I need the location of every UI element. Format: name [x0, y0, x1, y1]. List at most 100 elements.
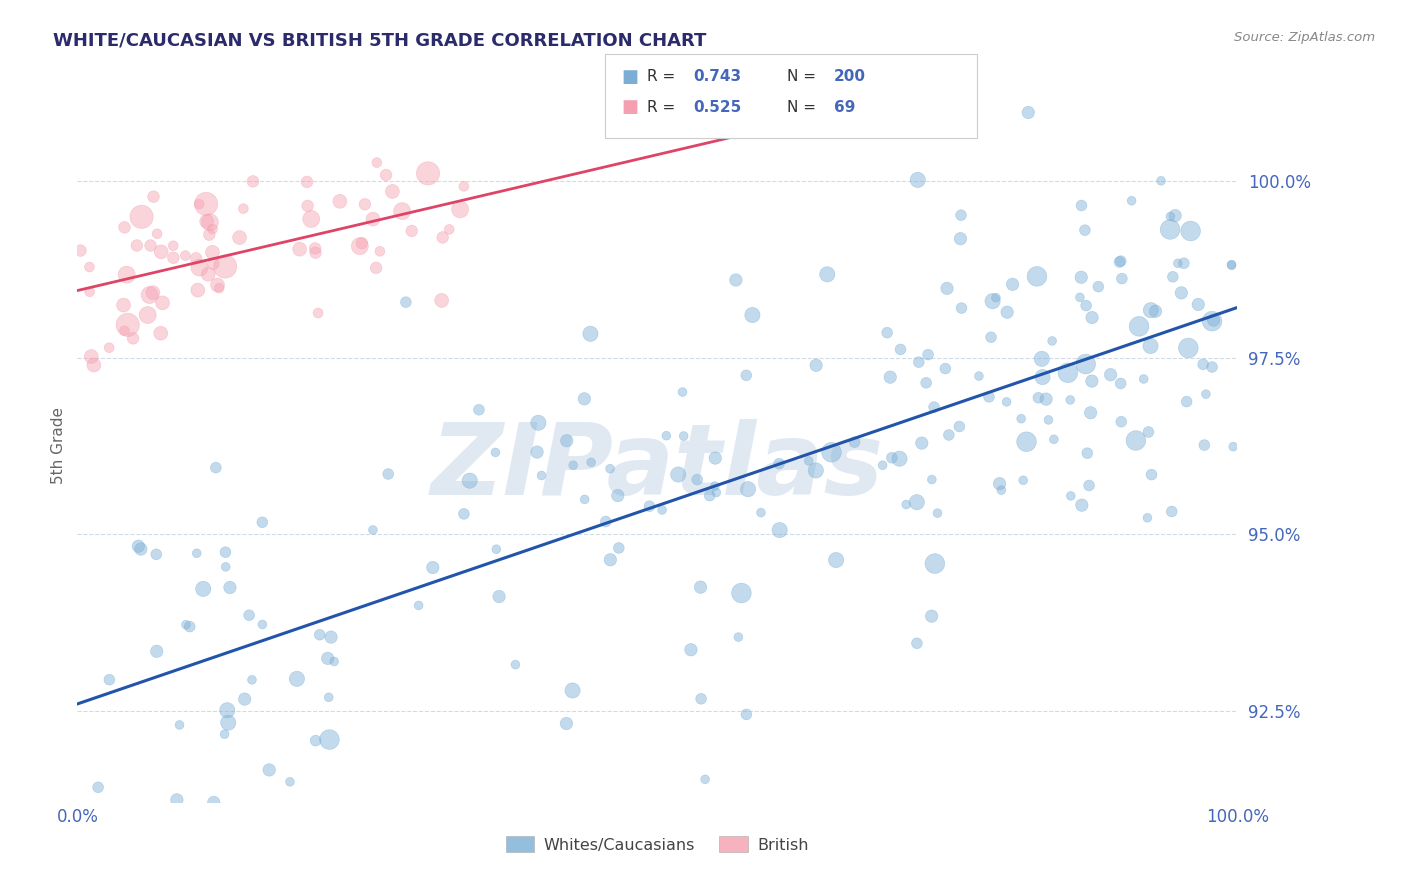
Point	[391, 204, 413, 219]
Point	[638, 499, 661, 513]
Point	[174, 617, 197, 632]
Point	[607, 541, 630, 555]
Point	[366, 260, 388, 275]
Point	[922, 400, 945, 414]
Point	[184, 252, 207, 266]
Point	[1081, 310, 1104, 325]
Point	[927, 506, 949, 520]
Point	[1111, 271, 1133, 285]
Point	[606, 489, 628, 503]
Point	[79, 260, 101, 274]
Point	[125, 238, 148, 252]
Point	[527, 416, 550, 430]
Point	[950, 208, 973, 222]
Point	[1076, 446, 1098, 460]
Point	[1031, 370, 1053, 384]
Point	[1201, 359, 1223, 374]
Point	[938, 428, 960, 442]
Point	[131, 210, 153, 224]
Point	[1139, 339, 1161, 353]
Point	[138, 288, 160, 302]
Point	[232, 202, 254, 216]
Point	[1202, 313, 1225, 327]
Point	[905, 495, 928, 509]
Point	[967, 369, 990, 384]
Point	[1187, 297, 1209, 311]
Point	[735, 707, 758, 722]
Point	[174, 249, 197, 263]
Point	[166, 793, 188, 807]
Point	[150, 244, 173, 259]
Text: Source: ZipAtlas.com: Source: ZipAtlas.com	[1234, 31, 1375, 45]
Point	[990, 483, 1012, 497]
Point	[449, 202, 471, 217]
Point	[1080, 406, 1102, 420]
Point	[804, 359, 827, 373]
Point	[995, 305, 1018, 319]
Point	[950, 301, 973, 315]
Point	[671, 385, 693, 400]
Point	[295, 175, 318, 189]
Point	[1128, 319, 1150, 334]
Point	[308, 628, 330, 642]
Point	[599, 553, 621, 567]
Point	[432, 230, 454, 244]
Point	[936, 281, 959, 295]
Point	[1028, 391, 1050, 405]
Point	[193, 582, 215, 596]
Point	[240, 673, 263, 687]
Point	[117, 318, 139, 332]
Point	[318, 690, 340, 705]
Point	[526, 445, 548, 459]
Point	[361, 523, 384, 537]
Point	[872, 458, 894, 473]
Point	[304, 733, 326, 747]
Point	[977, 390, 1000, 404]
Text: ■: ■	[621, 98, 638, 116]
Point	[727, 630, 749, 644]
Point	[219, 581, 242, 595]
Point	[114, 324, 136, 338]
Point	[453, 507, 475, 521]
Point	[699, 489, 721, 503]
Point	[574, 392, 596, 406]
Point	[458, 474, 481, 488]
Point	[152, 296, 174, 310]
Point	[1109, 415, 1132, 429]
Point	[1180, 224, 1202, 238]
Point	[430, 293, 453, 308]
Point	[98, 341, 121, 355]
Point	[316, 651, 339, 665]
Text: ■: ■	[621, 68, 638, 86]
Point	[737, 482, 759, 496]
Point	[149, 326, 172, 341]
Point	[416, 166, 439, 180]
Point	[197, 268, 219, 282]
Point	[1201, 314, 1223, 328]
Point	[984, 291, 1007, 305]
Point	[257, 763, 280, 777]
Point	[574, 492, 596, 507]
Point	[142, 285, 165, 300]
Point	[690, 691, 713, 706]
Point	[238, 608, 260, 623]
Text: N =: N =	[787, 70, 817, 84]
Point	[889, 451, 911, 466]
Point	[1038, 413, 1060, 427]
Point	[1222, 440, 1244, 454]
Point	[228, 230, 250, 244]
Point	[195, 214, 218, 228]
Point	[1192, 357, 1215, 371]
Point	[214, 727, 236, 741]
Point	[555, 716, 578, 731]
Text: R =: R =	[647, 70, 675, 84]
Point	[934, 361, 956, 376]
Point	[735, 368, 758, 383]
Point	[703, 479, 725, 493]
Point	[879, 370, 901, 384]
Point	[1144, 304, 1167, 318]
Point	[233, 692, 256, 706]
Point	[1074, 357, 1097, 371]
Point	[1078, 478, 1101, 492]
Point	[484, 445, 506, 459]
